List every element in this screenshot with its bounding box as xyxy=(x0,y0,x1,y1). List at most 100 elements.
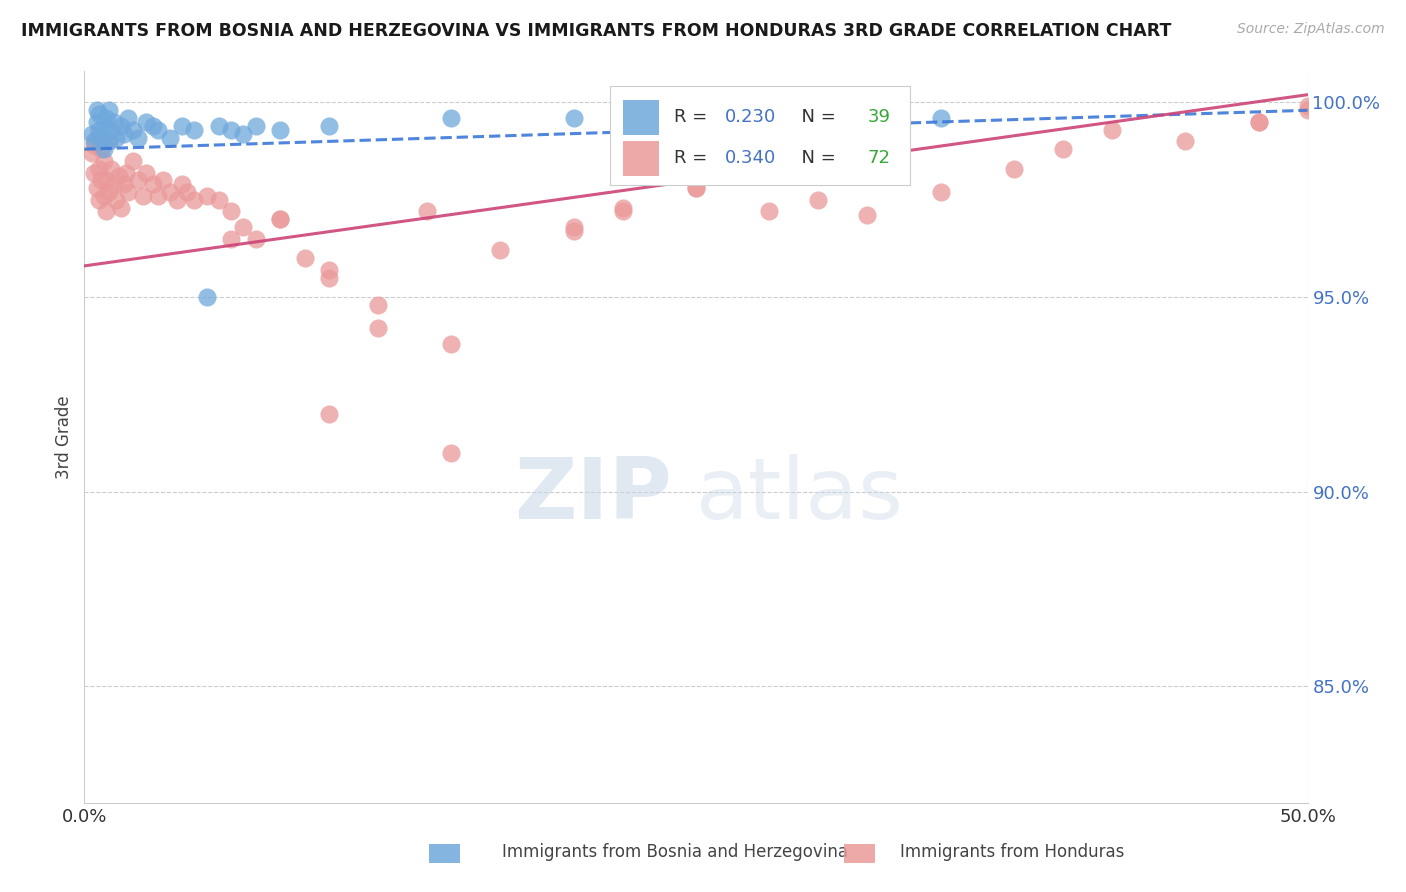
Point xyxy=(90,130,112,145)
Point xyxy=(103,177,125,191)
Point xyxy=(685,107,707,121)
Point xyxy=(1247,115,1270,129)
Point xyxy=(294,251,316,265)
Point xyxy=(86,103,108,118)
Bar xyxy=(623,100,659,135)
Point xyxy=(612,201,634,215)
Point xyxy=(195,189,218,203)
Point xyxy=(562,219,585,234)
Point xyxy=(100,122,122,136)
Point xyxy=(1247,115,1270,129)
Point xyxy=(440,336,463,351)
Point xyxy=(107,169,129,184)
Point xyxy=(86,115,108,129)
Point xyxy=(96,204,118,219)
Point xyxy=(127,173,149,187)
Text: ZIP: ZIP xyxy=(513,454,672,537)
Point xyxy=(685,181,707,195)
Point xyxy=(166,193,188,207)
Point xyxy=(93,142,115,156)
Point xyxy=(489,244,512,258)
Point xyxy=(93,153,115,168)
Point xyxy=(83,135,105,149)
Point xyxy=(929,111,952,125)
Text: 72: 72 xyxy=(868,149,890,168)
Point xyxy=(685,181,707,195)
Point xyxy=(80,146,103,161)
Y-axis label: 3rd Grade: 3rd Grade xyxy=(55,395,73,479)
Point xyxy=(86,181,108,195)
Point xyxy=(96,173,118,187)
Point xyxy=(562,224,585,238)
Point xyxy=(90,173,112,187)
Point xyxy=(112,127,135,141)
Point xyxy=(80,127,103,141)
Point xyxy=(122,153,145,168)
Point xyxy=(562,111,585,125)
Point xyxy=(758,204,780,219)
Text: Immigrants from Bosnia and Herzegovina: Immigrants from Bosnia and Herzegovina xyxy=(502,843,848,861)
Text: 0.230: 0.230 xyxy=(725,109,776,127)
Point xyxy=(146,122,169,136)
Point xyxy=(117,111,139,125)
Point xyxy=(103,115,125,129)
Point xyxy=(367,298,389,312)
Point xyxy=(135,165,157,179)
Point xyxy=(112,177,135,191)
Point xyxy=(269,212,291,227)
Point xyxy=(929,185,952,199)
Bar xyxy=(623,141,659,176)
Point xyxy=(83,165,105,179)
Point xyxy=(97,135,120,149)
Point xyxy=(172,119,194,133)
Point xyxy=(183,122,205,136)
Point xyxy=(135,115,157,129)
Point xyxy=(807,193,830,207)
Point xyxy=(232,127,254,141)
Point xyxy=(90,142,112,156)
Point xyxy=(87,122,110,136)
Point xyxy=(269,122,291,136)
Point xyxy=(87,161,110,176)
Point xyxy=(142,177,165,191)
Point xyxy=(115,165,138,179)
Point xyxy=(1101,122,1123,136)
Point xyxy=(195,290,218,304)
Point xyxy=(100,161,122,176)
Text: 0.340: 0.340 xyxy=(725,149,776,168)
Point xyxy=(416,204,439,219)
Point xyxy=(318,270,340,285)
Point xyxy=(318,262,340,277)
Point xyxy=(110,119,132,133)
Point xyxy=(127,130,149,145)
Point xyxy=(159,130,181,145)
Point xyxy=(172,177,194,191)
Point xyxy=(183,193,205,207)
Point xyxy=(318,407,340,421)
Point xyxy=(219,232,242,246)
Text: R =: R = xyxy=(673,149,713,168)
Text: Immigrants from Honduras: Immigrants from Honduras xyxy=(900,843,1125,861)
Point xyxy=(440,111,463,125)
Point xyxy=(87,107,110,121)
Point xyxy=(132,189,155,203)
Point xyxy=(269,212,291,227)
Point xyxy=(807,111,830,125)
Point xyxy=(83,138,105,153)
Point xyxy=(367,321,389,335)
Point xyxy=(97,103,120,118)
Point xyxy=(245,232,267,246)
Point xyxy=(152,173,174,187)
Point xyxy=(208,119,231,133)
Point xyxy=(612,204,634,219)
Point xyxy=(1052,142,1074,156)
Point xyxy=(159,185,181,199)
Point xyxy=(110,201,132,215)
Point xyxy=(880,107,903,121)
Text: N =: N = xyxy=(790,109,842,127)
Point xyxy=(86,130,108,145)
Bar xyxy=(610,86,910,185)
Point xyxy=(142,119,165,133)
Point xyxy=(1174,135,1197,149)
Point xyxy=(93,189,115,203)
